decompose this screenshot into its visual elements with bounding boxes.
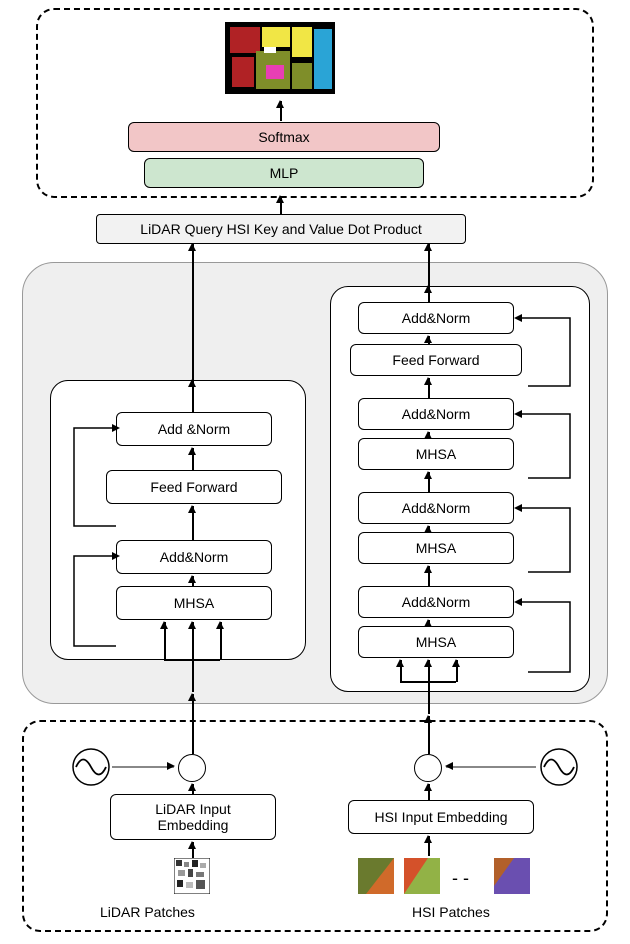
arr-lidar-posenc <box>112 766 174 768</box>
lidar-addnorm-2: Add &Norm <box>116 412 272 446</box>
arr-r-5 <box>428 526 430 532</box>
arr-hsi-circle-up <box>428 716 430 754</box>
hsi-addnorm-4: Add&Norm <box>358 302 514 334</box>
lidar-patches-label: LiDAR Patches <box>100 904 195 920</box>
lidar-residual-2 <box>74 556 120 648</box>
arr-l-3 <box>192 506 194 540</box>
hsi-res-4 <box>514 318 570 388</box>
lidar-feedforward: Feed Forward <box>106 470 282 504</box>
arr-r-2 <box>428 378 430 398</box>
hsi-res-3 <box>514 414 570 480</box>
arr-r-3 <box>428 432 430 438</box>
hsi-feedforward: Feed Forward <box>350 344 522 376</box>
hsi-posenc-icon <box>540 748 578 786</box>
lidar-embedding-block: LiDAR Input Embedding <box>110 794 276 840</box>
hsi-patches-label: HSI Patches <box>412 904 490 920</box>
hsi-addnorm-1: Add&Norm <box>358 586 514 618</box>
arr-r-7 <box>428 620 430 626</box>
hsi-mhsa-2: MHSA <box>358 532 514 564</box>
arr-l-in1 <box>164 622 166 660</box>
softmax-block: Softmax <box>128 122 440 152</box>
lidar-patch <box>174 858 210 894</box>
arr-hsi-embed-circle <box>428 784 430 800</box>
hsi-patch-dash: - - <box>452 868 469 889</box>
hsi-patch-2 <box>404 858 440 894</box>
arrow-softmax-to-img <box>280 101 282 121</box>
arrow-left-to-cross <box>192 244 194 380</box>
arr-l-1 <box>192 380 194 412</box>
arr-lidar-circle-up <box>192 694 194 754</box>
arr-r-in1 <box>400 660 402 682</box>
lidar-posenc-icon <box>72 748 110 786</box>
mlp-block: MLP <box>144 158 424 188</box>
arr-l-in3 <box>220 622 222 660</box>
arr-hsi-posenc <box>446 766 536 768</box>
lidar-addnorm-1: Add&Norm <box>116 540 272 574</box>
arr-l-2 <box>192 448 194 470</box>
arr-r-6 <box>428 566 430 586</box>
hsi-mhsa-3: MHSA <box>358 438 514 470</box>
output-image <box>225 22 335 94</box>
hsi-addnorm-2: Add&Norm <box>358 492 514 524</box>
hsi-res-2 <box>514 508 570 574</box>
lidar-residual-1 <box>74 428 120 528</box>
arr-lidar-embed-circle <box>192 784 194 794</box>
lidar-add-circle <box>178 754 206 782</box>
arr-r-1 <box>428 336 430 344</box>
hsi-embedding-block: HSI Input Embedding <box>348 800 534 834</box>
arr-r-in3 <box>456 660 458 682</box>
arr-hsi-patch-embed <box>428 836 430 856</box>
arr-l-in2 <box>192 622 194 692</box>
lidar-mhsa: MHSA <box>116 586 272 620</box>
arrow-right-to-cross <box>428 244 430 286</box>
arr-lidar-patch-embed <box>192 842 194 858</box>
hsi-res-1 <box>514 602 570 674</box>
cross-attention-block: LiDAR Query HSI Key and Value Dot Produc… <box>96 214 466 244</box>
arrow-cross-to-mlp <box>280 196 282 214</box>
hsi-add-circle <box>414 754 442 782</box>
arr-r-0 <box>428 286 430 302</box>
arr-l-4 <box>192 576 194 586</box>
hsi-addnorm-3: Add&Norm <box>358 398 514 430</box>
hsi-mhsa-1: MHSA <box>358 626 514 658</box>
hsi-patch-3 <box>494 858 530 894</box>
arr-r-4 <box>428 472 430 492</box>
arr-r-in2 <box>428 660 430 714</box>
hsi-patch-1 <box>358 858 394 894</box>
